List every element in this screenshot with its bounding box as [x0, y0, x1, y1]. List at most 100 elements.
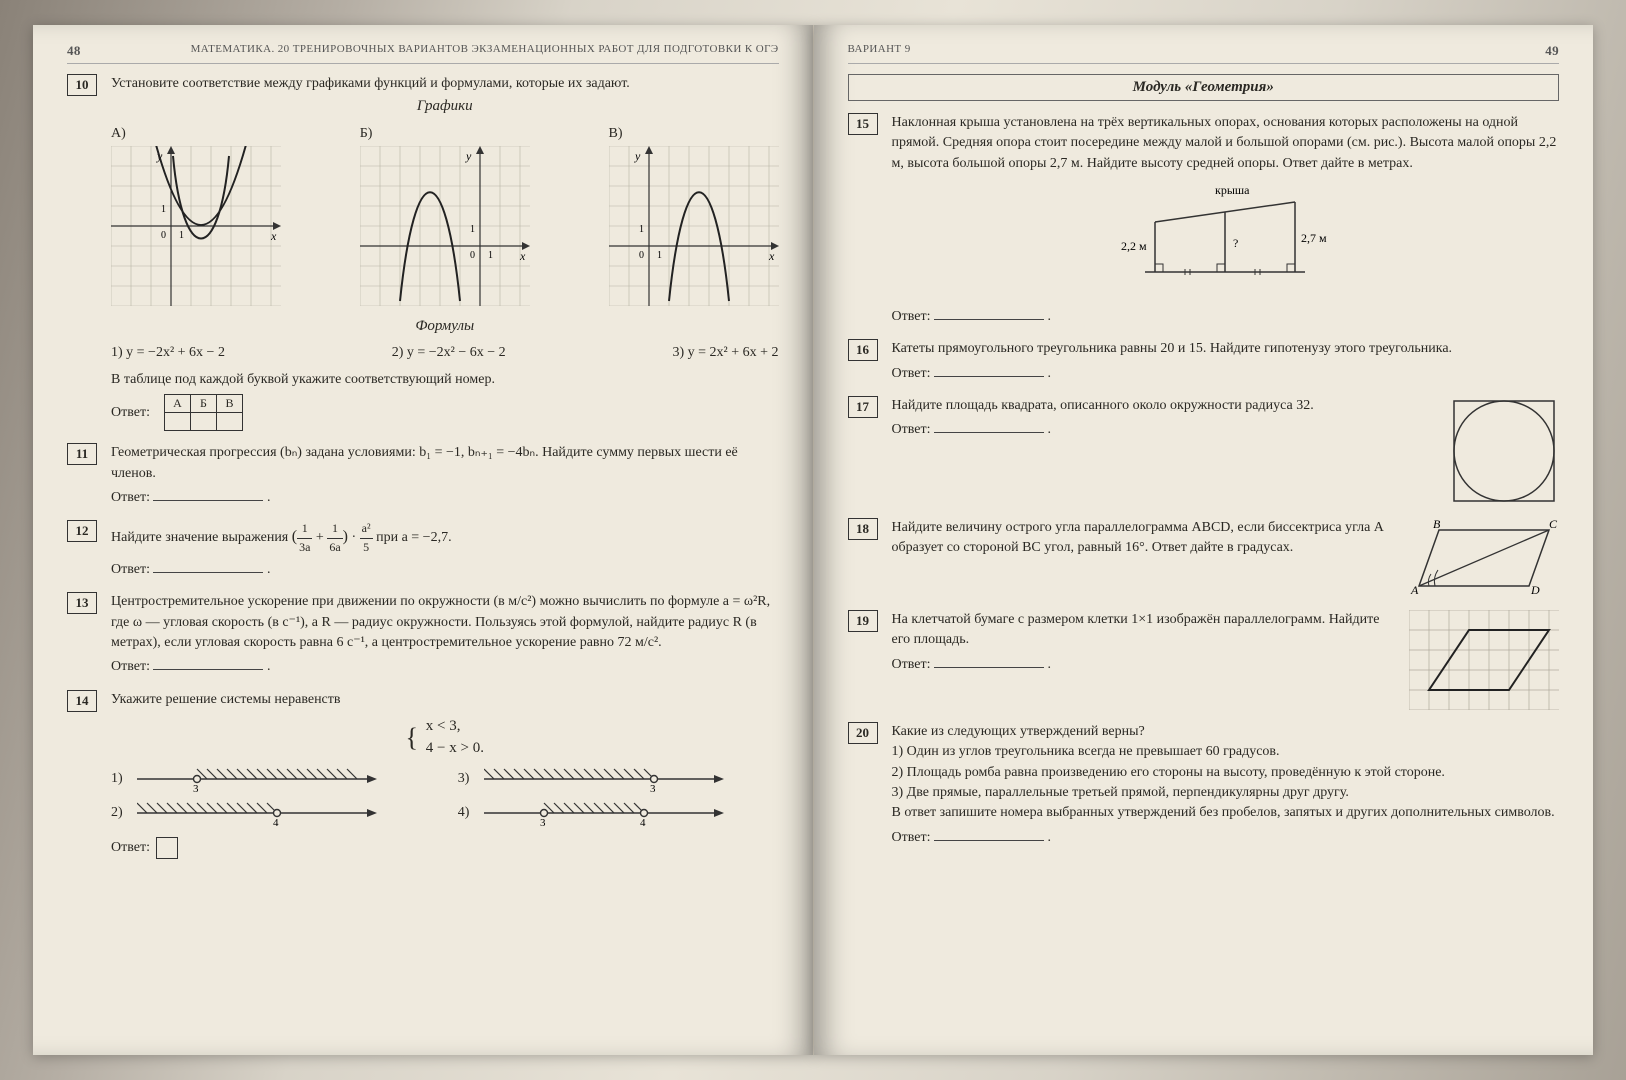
page-number-left: 48	[67, 43, 81, 59]
task-number: 14	[67, 690, 97, 712]
statement-3: 3) Две прямые, параллельные третьей прям…	[892, 783, 1560, 803]
task-number: 18	[848, 518, 878, 540]
task-text: Найдите величину острого угла параллелог…	[892, 518, 1396, 559]
answer-label: Ответ:	[892, 366, 931, 381]
numberline-options: 1) 3 2) 4	[111, 765, 779, 833]
task-text: Центростремительное ускорение при движен…	[111, 592, 779, 653]
task-text: Геометрическая прогрессия (bₙ) задана ус…	[111, 443, 779, 484]
task-text: На клетчатой бумаге с размером клетки 1×…	[892, 610, 1396, 651]
svg-text:2,2 м: 2,2 м	[1121, 239, 1147, 253]
graph-b-svg: y x 0 1 1	[360, 146, 530, 306]
answer-blank[interactable]	[934, 308, 1044, 320]
formulas-row: 1) y = −2x² + 6x − 2 2) y = −2x² − 6x − …	[111, 343, 779, 363]
answer-label: Ответ:	[111, 490, 150, 505]
task-text: Укажите решение системы неравенств	[111, 690, 779, 710]
statement-2: 2) Площадь ромба равна произведению его …	[892, 763, 1560, 783]
svg-text:2,7 м: 2,7 м	[1301, 231, 1327, 245]
task-number: 13	[67, 592, 97, 614]
task-number: 20	[848, 722, 878, 744]
task-15: 15 Наклонная крыша установлена на трёх в…	[848, 113, 1560, 327]
svg-text:y: y	[465, 149, 472, 163]
answer-label: Ответ:	[111, 659, 150, 674]
task-text: Найдите площадь квадрата, описанного око…	[892, 396, 1436, 416]
answer-blank[interactable]	[934, 365, 1044, 377]
task-11: 11 Геометрическая прогрессия (bₙ) задана…	[67, 443, 779, 508]
answer-blank[interactable]	[153, 561, 263, 573]
svg-text:4: 4	[640, 817, 646, 827]
answer-blank[interactable]	[153, 489, 263, 501]
inequality-system: { x < 3, 4 − x > 0.	[111, 716, 779, 760]
task-tail: В ответ запишите номера выбранных утверж…	[892, 803, 1560, 823]
section-title: Модуль «Геометрия»	[848, 74, 1560, 101]
numberline-3: 3	[484, 765, 724, 793]
answer-blank[interactable]	[934, 421, 1044, 433]
task-number: 10	[67, 74, 97, 96]
numberline-4: 3 4	[484, 799, 724, 827]
svg-text:x: x	[768, 249, 775, 263]
answer-label: Ответ:	[111, 562, 150, 577]
task-number: 11	[67, 443, 97, 465]
task-hint: В таблице под каждой буквой укажите соот…	[111, 370, 779, 390]
formulas-title: Формулы	[111, 316, 779, 338]
svg-text:крыша: крыша	[1215, 183, 1250, 197]
svg-text:1: 1	[179, 230, 184, 241]
svg-text:1: 1	[639, 224, 644, 235]
graph-c-svg: yx 011	[609, 146, 779, 306]
svg-text:0: 0	[639, 250, 644, 261]
answer-label: Ответ:	[892, 422, 931, 437]
graphs-row: А) yx 011	[111, 124, 779, 314]
task-number: 12	[67, 520, 97, 542]
svg-text:D: D	[1530, 583, 1540, 597]
graph-a: А) yx 011	[111, 124, 281, 314]
running-title-right: ВАРИАНТ 9	[848, 43, 911, 59]
task-19: 19 На клетчатой бумаге с размером клетки…	[848, 610, 1560, 710]
statement-1: 1) Один из углов треугольника всегда не …	[892, 742, 1560, 762]
parallelogram-figure: B C A D	[1409, 518, 1559, 598]
graphs-title: Графики	[111, 96, 779, 118]
task-text: Какие из следующих утверждений верны?	[892, 722, 1560, 742]
book-spread: 48 МАТЕМАТИКА. 20 ТРЕНИРОВОЧНЫХ ВАРИАНТО…	[33, 25, 1593, 1055]
grid-parallelogram-figure	[1409, 610, 1559, 710]
graph-c: В) yx 011	[609, 124, 779, 314]
task-text: Наклонная крыша установлена на трёх верт…	[892, 113, 1560, 174]
task-20: 20 Какие из следующих утверждений верны?…	[848, 722, 1560, 848]
task-text: Найдите значение выражения (13a + 16a) ·…	[111, 520, 779, 556]
svg-text:A: A	[1410, 583, 1419, 597]
task-10: 10 Установите соответствие между графика…	[67, 74, 779, 431]
svg-text:0: 0	[470, 250, 475, 261]
answer-label: Ответ:	[111, 841, 150, 856]
page-right: ВАРИАНТ 9 49 Модуль «Геометрия» 15 Накло…	[814, 25, 1594, 1055]
svg-text:1: 1	[161, 204, 166, 215]
task-text: Катеты прямоугольного треугольника равны…	[892, 339, 1560, 359]
answer-box[interactable]	[156, 837, 178, 859]
graph-a-svg: yx 011	[111, 146, 281, 306]
svg-text:x: x	[270, 229, 277, 243]
answer-label: Ответ:	[111, 403, 150, 423]
answer-label: Ответ:	[892, 309, 931, 324]
svg-text:C: C	[1549, 518, 1558, 531]
svg-text:1: 1	[470, 224, 475, 235]
svg-text:3: 3	[540, 817, 546, 827]
square-circle-figure	[1449, 396, 1559, 506]
task-number: 15	[848, 113, 878, 135]
svg-text:1: 1	[657, 250, 662, 261]
answer-blank[interactable]	[153, 658, 263, 670]
graph-b: Б) yx 011	[360, 124, 530, 314]
answer-blank[interactable]	[934, 829, 1044, 841]
header-right: ВАРИАНТ 9 49	[848, 43, 1560, 64]
task-13: 13 Центростремительное ускорение при дви…	[67, 592, 779, 677]
task-17: 17 Найдите площадь квадрата, описанного …	[848, 396, 1560, 506]
svg-text:3: 3	[650, 783, 656, 793]
task-text: Установите соответствие между графиками …	[111, 74, 779, 94]
numberline-2: 4	[137, 799, 377, 827]
task-18: 18 Найдите величину острого угла паралле…	[848, 518, 1560, 598]
answer-table: АБВ	[164, 394, 243, 431]
answer-blank[interactable]	[934, 656, 1044, 668]
svg-text:?: ?	[1233, 236, 1238, 250]
roof-figure: крыша 2,2 м ? 2,7 м	[1115, 182, 1335, 292]
running-title-left: МАТЕМАТИКА. 20 ТРЕНИРОВОЧНЫХ ВАРИАНТОВ Э…	[191, 43, 779, 59]
svg-text:x: x	[519, 249, 526, 263]
svg-text:0: 0	[161, 230, 166, 241]
svg-text:1: 1	[488, 250, 493, 261]
answer-label: Ответ:	[892, 657, 931, 672]
